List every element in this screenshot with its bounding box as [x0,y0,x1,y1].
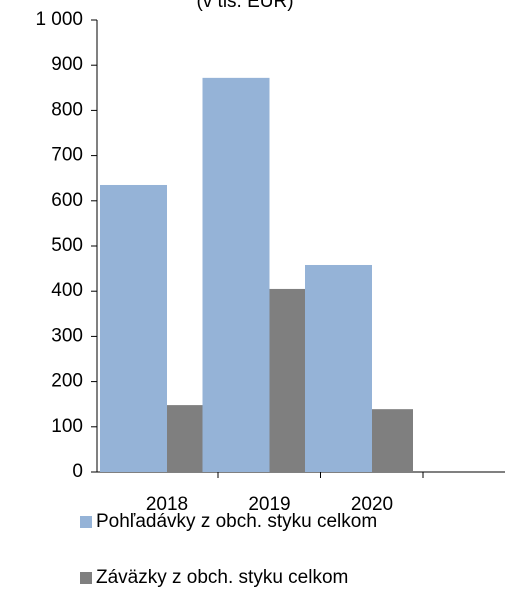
x-tick-label: 2020 [351,494,393,515]
legend-label: Pohľadávky z obch. styku celkom [96,511,377,532]
chart-title: (v tis. EUR) [196,0,293,12]
y-tick-label: 100 [51,416,83,437]
bar [305,264,372,472]
legend-swatch [80,516,92,528]
x-tick-label: 2018 [146,494,188,515]
y-tick-label: 500 [51,235,83,256]
bar [100,184,167,473]
y-tick-label: 400 [51,280,83,301]
y-tick-label: 600 [51,190,83,211]
bar [269,288,311,472]
legend-swatch [80,572,92,584]
x-tick-label: 2019 [248,494,290,515]
bar [167,405,208,472]
y-tick-label: 200 [51,371,83,392]
y-tick-label: 0 [72,461,83,482]
y-tick-label: 900 [51,54,83,75]
legend-label: Záväzky z obch. styku celkom [96,567,348,588]
y-tick-label: 700 [51,145,83,166]
y-tick-label: 1 000 [35,9,83,30]
y-tick-label: 800 [51,99,83,120]
bar [372,409,413,472]
bar [202,77,270,472]
y-tick-label: 300 [51,325,83,346]
